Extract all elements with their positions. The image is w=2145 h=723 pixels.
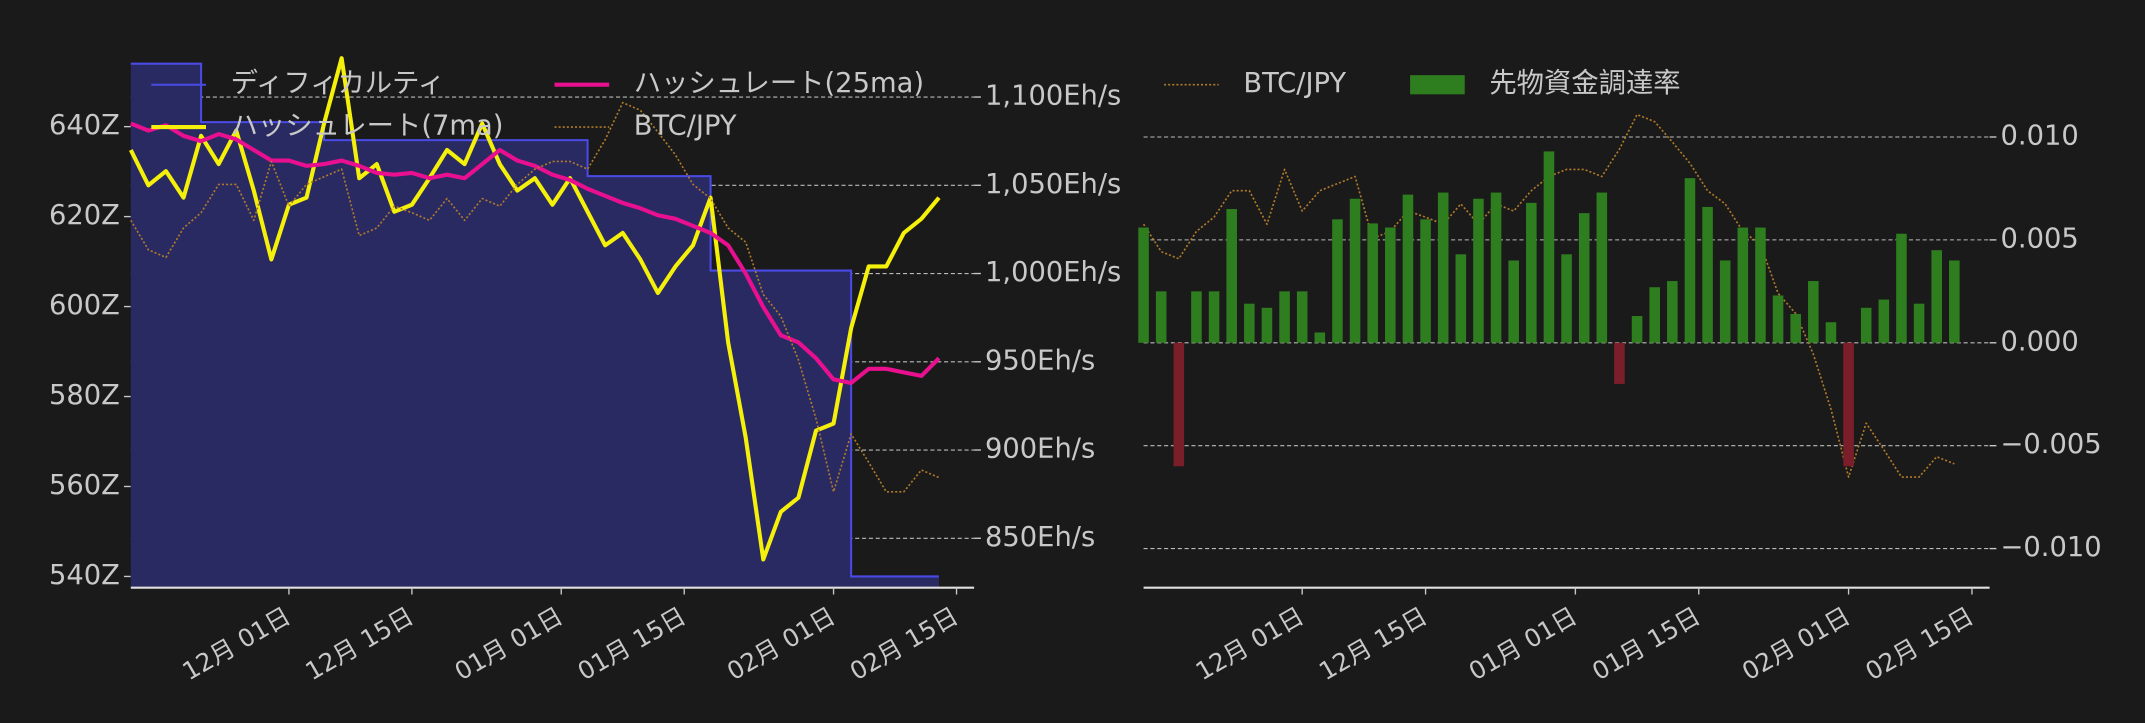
y-tick-label: 1,000Eh/s bbox=[985, 257, 1121, 288]
bar bbox=[1913, 303, 1925, 343]
difficulty-line bbox=[130, 62, 939, 578]
bar bbox=[1949, 260, 1960, 343]
bar bbox=[1385, 227, 1396, 343]
y-tick-label: 600Z bbox=[49, 290, 120, 321]
bar bbox=[1878, 299, 1890, 343]
legend-swatch bbox=[1410, 75, 1465, 95]
bar bbox=[1155, 291, 1167, 343]
y-tick-label: 640Z bbox=[49, 110, 120, 141]
y-tick-label: 540Z bbox=[49, 560, 120, 591]
bar bbox=[1349, 198, 1361, 343]
bar bbox=[1790, 313, 1801, 343]
y-tick-label: 0.005 bbox=[2001, 223, 2079, 254]
bar bbox=[1526, 202, 1537, 343]
bar bbox=[1138, 227, 1149, 343]
y-tick-label: −0.010 bbox=[2001, 532, 2102, 563]
bar bbox=[1578, 213, 1590, 343]
legend-label: BTC/JPY bbox=[634, 111, 737, 142]
bar bbox=[1825, 322, 1837, 343]
bar bbox=[1191, 291, 1202, 343]
bar bbox=[1455, 254, 1467, 343]
bar bbox=[1614, 342, 1625, 384]
chart-panel: 540Z 560Z 580Z 600Z 620Z 640Z 850Eh/s 900Eh/s 95… bbox=[49, 56, 1121, 686]
legend-label: ハッシュレート(7ma) bbox=[231, 111, 504, 142]
bar bbox=[1737, 227, 1749, 343]
y-tick-label: 620Z bbox=[49, 200, 120, 231]
bar bbox=[1719, 260, 1731, 343]
y-tick-label: −0.005 bbox=[2001, 429, 2102, 460]
bar bbox=[1402, 194, 1414, 343]
legend-label: ディフィカルティ bbox=[231, 68, 446, 99]
bar bbox=[1649, 287, 1660, 343]
hashrate-line bbox=[130, 121, 941, 386]
bar bbox=[1314, 332, 1326, 343]
y-tick-label: 580Z bbox=[49, 380, 120, 411]
bar bbox=[1755, 227, 1766, 343]
bar bbox=[1808, 281, 1819, 343]
bar bbox=[1931, 250, 1942, 343]
legend-label: 先物資金調達率 bbox=[1489, 68, 1680, 99]
legend-label: ハッシュレート(25ma) bbox=[634, 68, 924, 99]
bar bbox=[1561, 254, 1572, 343]
bar bbox=[1473, 198, 1484, 343]
bar bbox=[1437, 192, 1449, 343]
y-tick-label: 850Eh/s bbox=[985, 522, 1095, 553]
hashrate-line bbox=[128, 56, 941, 562]
price-line bbox=[130, 101, 940, 493]
bar bbox=[1208, 291, 1220, 343]
y-tick-label: 560Z bbox=[49, 470, 120, 501]
bar bbox=[1631, 316, 1643, 343]
bar bbox=[1896, 233, 1907, 343]
difficulty-area bbox=[130, 63, 939, 588]
bar bbox=[1667, 281, 1678, 343]
y-tick-label: 1,050Eh/s bbox=[985, 169, 1121, 200]
bar bbox=[1490, 192, 1502, 343]
bar bbox=[1226, 209, 1237, 343]
bar bbox=[1244, 303, 1255, 343]
bar bbox=[1420, 219, 1431, 343]
y-tick-label: 0.000 bbox=[2001, 326, 2079, 357]
bar bbox=[1843, 342, 1854, 467]
y-tick-label: 0.010 bbox=[2001, 120, 2079, 151]
bar bbox=[1508, 260, 1519, 343]
bar bbox=[1772, 295, 1784, 343]
bar bbox=[1367, 223, 1378, 343]
bar bbox=[1543, 151, 1555, 343]
y-tick-label: 900Eh/s bbox=[985, 434, 1095, 465]
y-tick-label: 1,100Eh/s bbox=[985, 81, 1121, 112]
bar bbox=[1860, 307, 1872, 343]
bar bbox=[1173, 342, 1185, 467]
bar bbox=[1279, 291, 1290, 343]
bar bbox=[1261, 307, 1273, 343]
bar bbox=[1684, 178, 1696, 343]
bar bbox=[1596, 192, 1608, 343]
bar bbox=[1296, 291, 1308, 343]
bar bbox=[1702, 206, 1713, 343]
legend-label: BTC/JPY bbox=[1243, 68, 1346, 99]
bar bbox=[1332, 219, 1343, 343]
y-tick-label: 950Eh/s bbox=[985, 345, 1095, 376]
